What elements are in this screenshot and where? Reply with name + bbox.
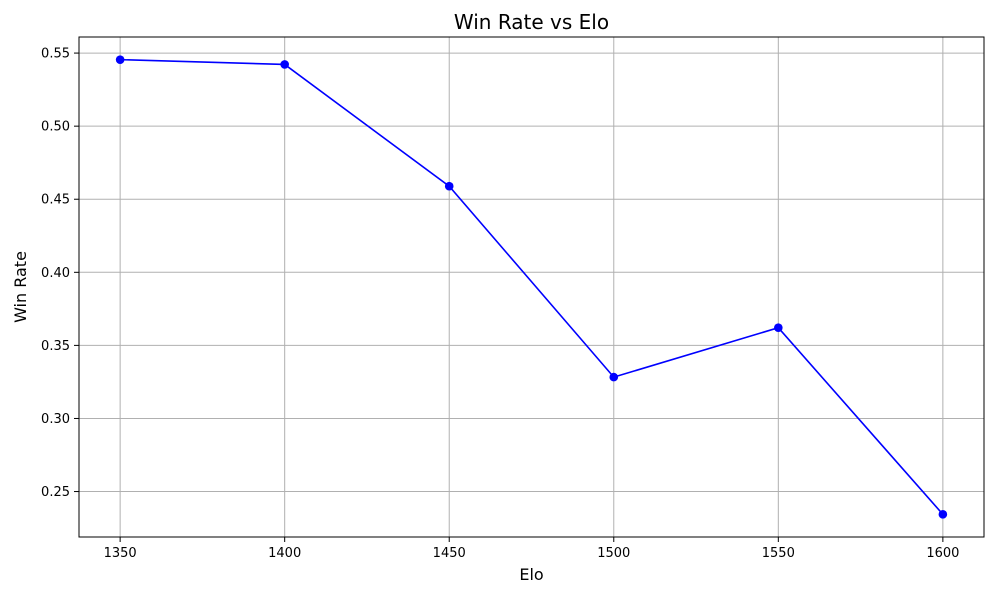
y-tick-label: 0.30 — [41, 412, 70, 427]
x-tick-label: 1600 — [926, 546, 959, 561]
y-tick-label: 0.45 — [41, 193, 70, 208]
data-point — [774, 323, 783, 333]
chart-title: Win Rate vs Elo — [454, 10, 609, 34]
x-axis-label: Elo — [519, 565, 543, 584]
data-point — [280, 60, 289, 69]
y-tick-label: 0.25 — [41, 485, 70, 500]
ticks-layer: 1350 1400 1450 1500 1550 1600 0.25 0.30 0.35 0.40… — [41, 47, 959, 561]
y-tick-label: 0.50 — [41, 120, 70, 135]
data-point — [115, 55, 125, 64]
y-tick-label: 0.55 — [41, 47, 70, 62]
x-tick-label: 1450 — [433, 546, 466, 561]
y-tick-label: 0.35 — [41, 339, 70, 354]
grid-layer — [79, 37, 984, 537]
series-line — [120, 58, 944, 515]
data-point — [938, 510, 948, 519]
data-point — [444, 181, 454, 191]
plot-frame — [78, 36, 985, 538]
y-axis-label: Win Rate — [11, 251, 30, 323]
y-tick-label: 0.40 — [41, 266, 70, 281]
x-tick-label: 1550 — [762, 546, 795, 561]
x-tick-label: 1500 — [597, 546, 630, 561]
series-layer — [115, 55, 948, 519]
data-point — [609, 372, 619, 382]
x-tick-label: 1350 — [104, 546, 137, 561]
x-tick-label: 1400 — [268, 546, 301, 561]
